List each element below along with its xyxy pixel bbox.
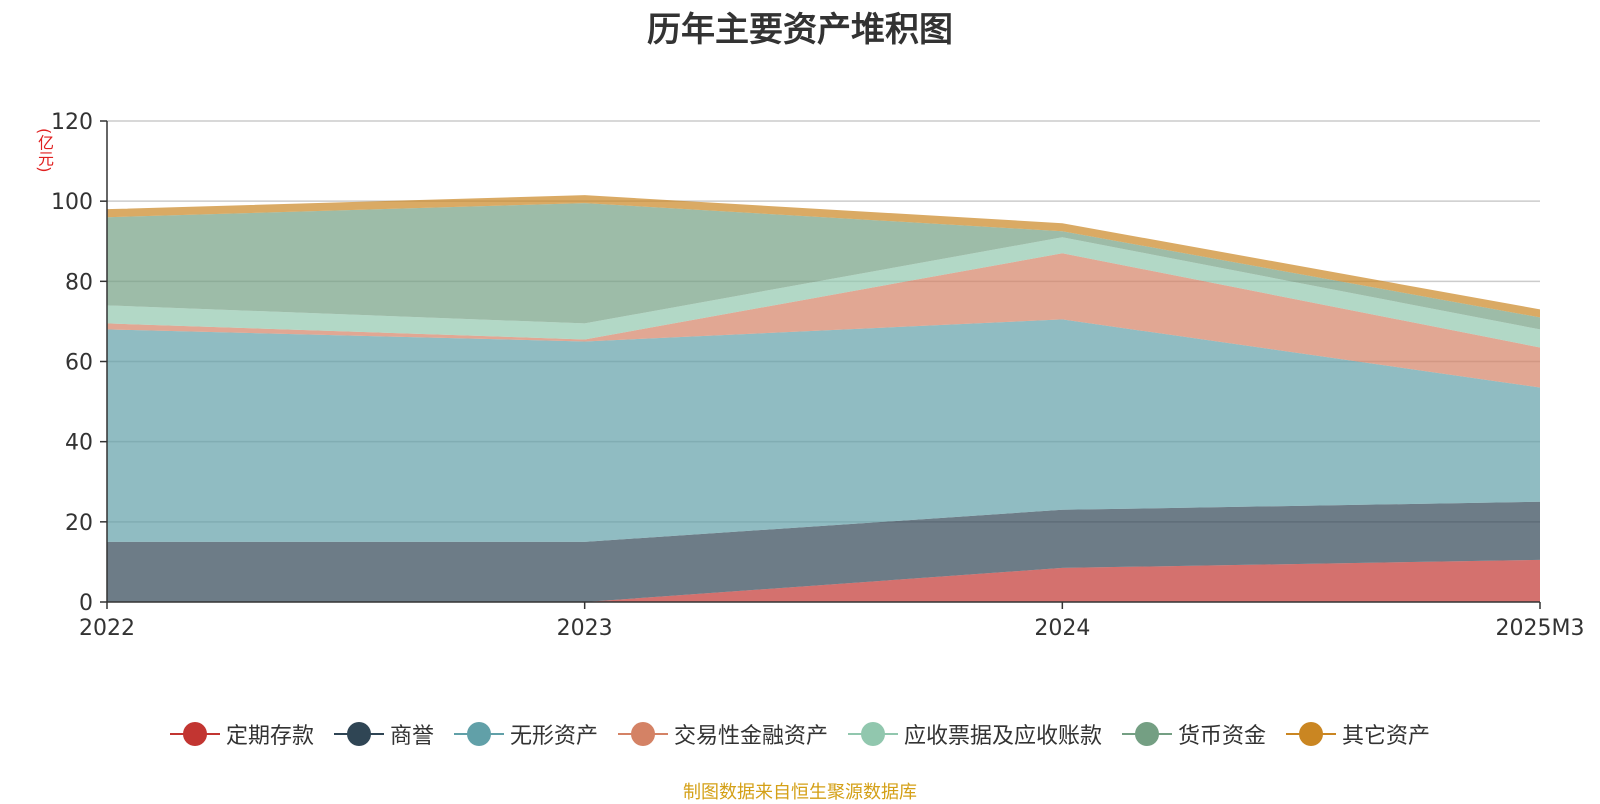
y-tick-label: 120 (51, 110, 93, 135)
legend-item[interactable]: 其它资产 (1286, 718, 1430, 750)
legend: 定期存款 商誉 无形资产 交易性金融资产 应收票据及应收账款 货币资金 其它资产 (0, 718, 1600, 750)
source-note: 制图数据来自恒生聚源数据库 (683, 782, 917, 803)
legend-label: 其它资产 (1342, 724, 1431, 749)
x-tick-label: 2023 (557, 616, 613, 641)
area-series-2 (107, 501, 1540, 602)
area-series (107, 195, 1540, 602)
legend-item[interactable]: 货币资金 (1122, 718, 1266, 750)
y-tick-label: 100 (51, 190, 93, 215)
legend-marker-icon (453, 721, 504, 747)
area-series-4 (107, 253, 1540, 388)
area-series-7 (107, 195, 1540, 318)
legend-label: 货币资金 (1178, 724, 1267, 749)
y-tick-label: 60 (65, 351, 93, 376)
legend-item[interactable]: 商誉 (333, 718, 434, 750)
legend-label: 交易性金融资产 (673, 724, 828, 749)
legend-item[interactable]: 定期存款 (169, 718, 314, 750)
legend-marker-icon (169, 721, 220, 747)
area-series-6 (107, 203, 1540, 330)
legend-label: 商誉 (389, 724, 434, 749)
axes: 0 20 40 60 80 100 120 2022 2023 2024 2025M3 (51, 110, 1584, 641)
area-series-3 (107, 319, 1540, 542)
area-series-5 (107, 237, 1540, 348)
legend-label: 无形资产 (509, 724, 598, 749)
x-tick-label: 2024 (1034, 616, 1090, 641)
chart-title: 历年主要资产堆积图 (647, 10, 953, 50)
legend-marker-icon (333, 721, 384, 747)
x-tick-label: 2025M3 (1496, 616, 1585, 641)
y-tick-label: 40 (65, 431, 93, 456)
y-tick-label: 0 (79, 591, 93, 616)
legend-marker-icon (1286, 721, 1337, 747)
x-tick-label: 2022 (79, 616, 135, 641)
legend-item[interactable]: 无形资产 (453, 718, 598, 750)
legend-marker-icon (848, 721, 898, 747)
legend-label: 应收票据及应收账款 (904, 724, 1103, 749)
area-series-1 (107, 559, 1540, 602)
legend-label: 定期存款 (225, 724, 314, 749)
y-axis-unit-label: (亿元) (35, 127, 54, 173)
legend-marker-icon (1122, 721, 1173, 747)
legend-item[interactable]: 应收票据及应收账款 (848, 718, 1102, 750)
legend-marker-icon (617, 721, 668, 747)
y-tick-label: 80 (65, 270, 93, 295)
legend-item[interactable]: 交易性金融资产 (617, 718, 828, 750)
y-tick-label: 20 (65, 511, 93, 536)
